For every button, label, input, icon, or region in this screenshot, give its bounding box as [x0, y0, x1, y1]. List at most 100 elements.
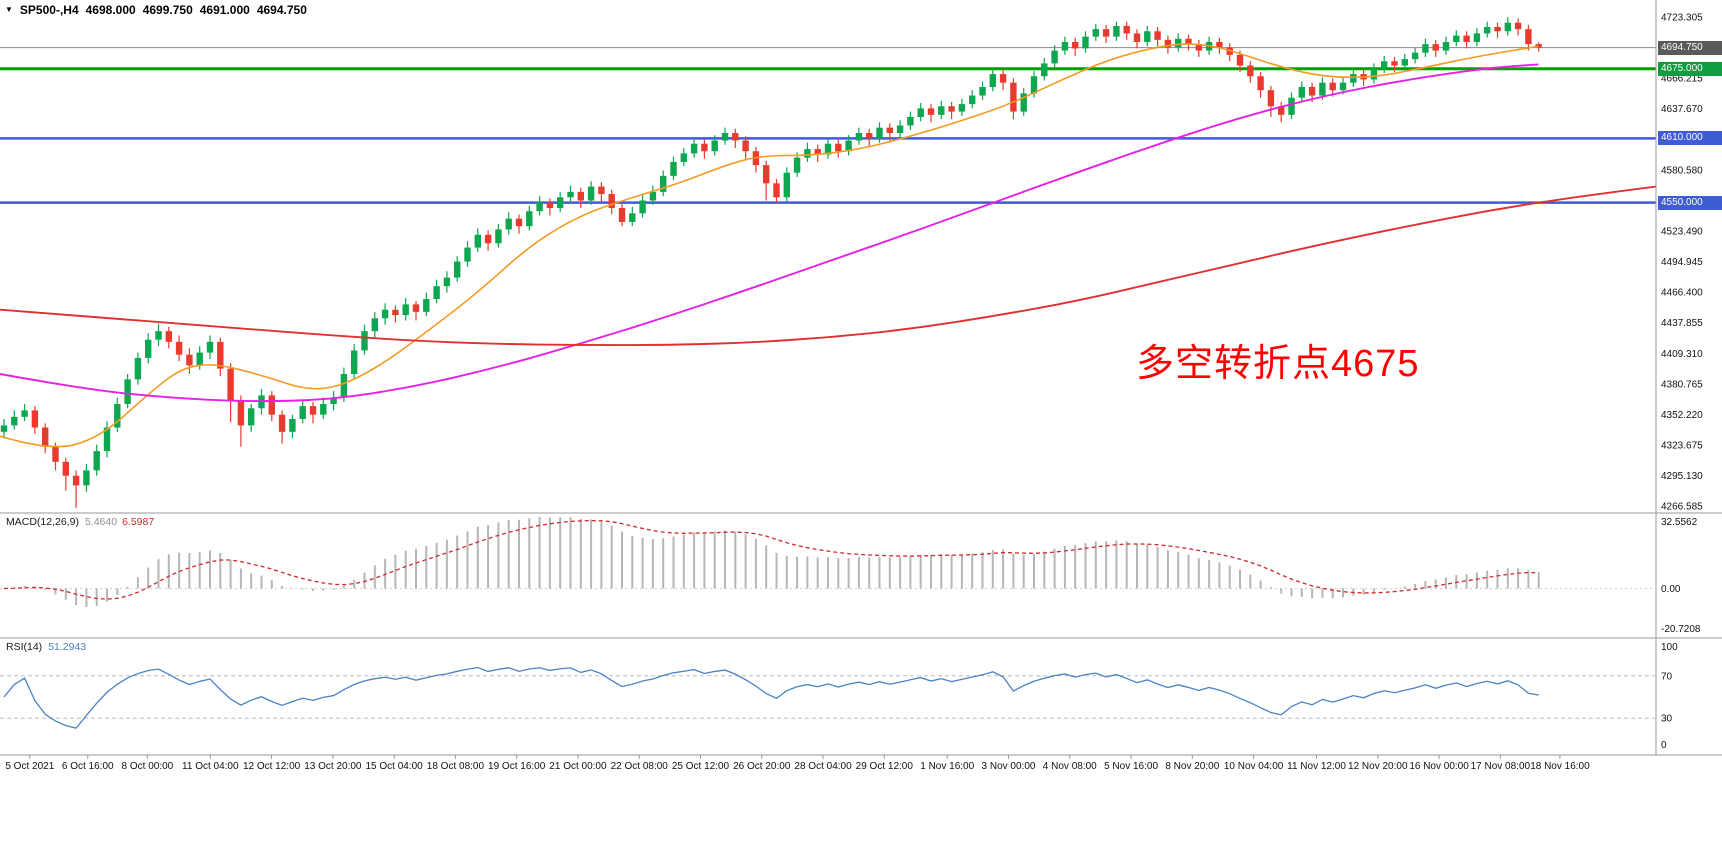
candle-body	[1082, 36, 1089, 49]
candle-body	[999, 74, 1007, 83]
candle-body	[1278, 106, 1285, 115]
candle-body	[1123, 25, 1130, 34]
price-tick: 4494.945	[1661, 257, 1703, 268]
ma-slow-red	[0, 185, 1657, 347]
candle-body	[289, 418, 296, 432]
candle-body	[1010, 82, 1017, 112]
candle-body	[72, 475, 80, 486]
candle-body	[1061, 41, 1069, 51]
price-tag-4675.000: 4675.000	[1658, 61, 1722, 76]
candle-body	[690, 143, 698, 154]
candle-body	[567, 191, 574, 198]
candle-body	[248, 408, 255, 426]
time-label: 15 Oct 04:00	[365, 761, 423, 772]
candle-body	[402, 304, 409, 316]
time-label: 22 Oct 08:00	[611, 761, 669, 772]
ohlc-header: ▼ SP500-,H4 4698.000 4699.750 4691.000 4…	[5, 3, 307, 17]
candle-body	[1267, 90, 1275, 107]
candle-body	[1144, 31, 1151, 42]
time-label: 8 Nov 20:00	[1165, 761, 1219, 772]
rsi-name: RSI(14)	[6, 641, 43, 653]
candle-body	[340, 373, 348, 398]
candle-body	[618, 207, 626, 222]
candle-body	[320, 403, 327, 415]
candle-body	[103, 427, 111, 452]
candle-body	[1319, 82, 1326, 96]
candle-body	[124, 379, 131, 404]
candle-body	[763, 165, 770, 184]
candle-body	[845, 140, 852, 152]
ma-fast-orange	[0, 43, 1539, 448]
candle-body	[979, 86, 986, 96]
time-label: 11 Nov 12:00	[1287, 761, 1346, 772]
time-label: 12 Nov 20:00	[1348, 761, 1408, 772]
price-tick: 4466.400	[1661, 288, 1703, 299]
candle-body	[175, 341, 183, 355]
candle-body	[1473, 33, 1481, 42]
candle-body	[989, 74, 996, 87]
time-label: 16 Nov 00:00	[1409, 761, 1469, 772]
time-label: 28 Oct 04:00	[794, 761, 852, 772]
candle-body	[1236, 54, 1244, 66]
time-label: 11 Oct 04:00	[182, 761, 239, 772]
time-label: 13 Oct 20:00	[304, 761, 362, 772]
candle-body	[1102, 29, 1110, 37]
price-tick: 4523.490	[1661, 227, 1703, 238]
candle-body	[1463, 35, 1470, 42]
candle-body	[165, 331, 172, 342]
candle-body	[278, 414, 286, 432]
macd-indicator-label: MACD(12,26,9) 5.4640 6.5987	[6, 516, 154, 528]
candle-body	[62, 461, 69, 476]
candle-body	[330, 397, 337, 404]
candle-body	[629, 213, 636, 222]
time-label: 17 Nov 08:00	[1471, 761, 1531, 772]
price-tag-4550.000: 4550.000	[1658, 195, 1722, 210]
ma-mid-magenta	[0, 63, 1539, 403]
time-label: 3 Nov 00:00	[982, 761, 1036, 772]
candle-body	[381, 309, 389, 319]
candle-body	[1514, 22, 1522, 30]
candle-body	[206, 341, 214, 353]
candle-body	[52, 446, 59, 462]
time-label: 18 Nov 16:00	[1530, 761, 1590, 772]
candle-body	[1185, 38, 1192, 45]
symbol-marker-icon: ▼	[5, 4, 13, 14]
candle-body	[587, 186, 595, 201]
price-tick: 4295.130	[1661, 471, 1703, 482]
candle-body	[351, 350, 358, 374]
price-tick: 4580.580	[1661, 165, 1703, 176]
candle-body	[114, 403, 121, 428]
macd-name: MACD(12,26,9)	[6, 516, 79, 528]
time-label: 5 Oct 2021	[5, 761, 54, 772]
candle-body	[835, 143, 842, 152]
chart-canvas[interactable]: 4723.3054694.7604666.2154637.6704609.125…	[0, 0, 1722, 775]
candle-body	[464, 247, 471, 262]
candle-body	[701, 143, 708, 152]
candle-body	[793, 157, 801, 173]
candle-body	[505, 218, 512, 230]
candle-body	[680, 153, 687, 162]
candle-body	[1195, 44, 1202, 51]
candle-body	[1494, 26, 1501, 32]
time-label: 10 Nov 04:00	[1224, 761, 1284, 772]
candle-body	[1442, 41, 1450, 51]
candle-body	[866, 133, 873, 139]
time-label: 1 Nov 16:00	[920, 761, 974, 772]
time-label: 19 Oct 16:00	[488, 761, 546, 772]
candle-body	[1350, 74, 1357, 83]
candle-body	[309, 406, 317, 415]
candle-body	[1453, 35, 1460, 42]
candle-body	[433, 286, 440, 300]
candle-body	[1092, 29, 1099, 37]
price-tag-4610.000: 4610.000	[1658, 131, 1722, 146]
time-label: 5 Nov 16:00	[1104, 761, 1158, 772]
candle-body	[1133, 33, 1141, 42]
candle-body	[783, 172, 790, 198]
rsi-axis-tick: 30	[1661, 714, 1673, 725]
macd-axis-tick: 32.5562	[1661, 517, 1698, 528]
candle-body	[1041, 63, 1048, 77]
candle-body	[495, 229, 502, 244]
price-tick: 4723.305	[1661, 13, 1703, 24]
candle-body	[1030, 76, 1038, 94]
